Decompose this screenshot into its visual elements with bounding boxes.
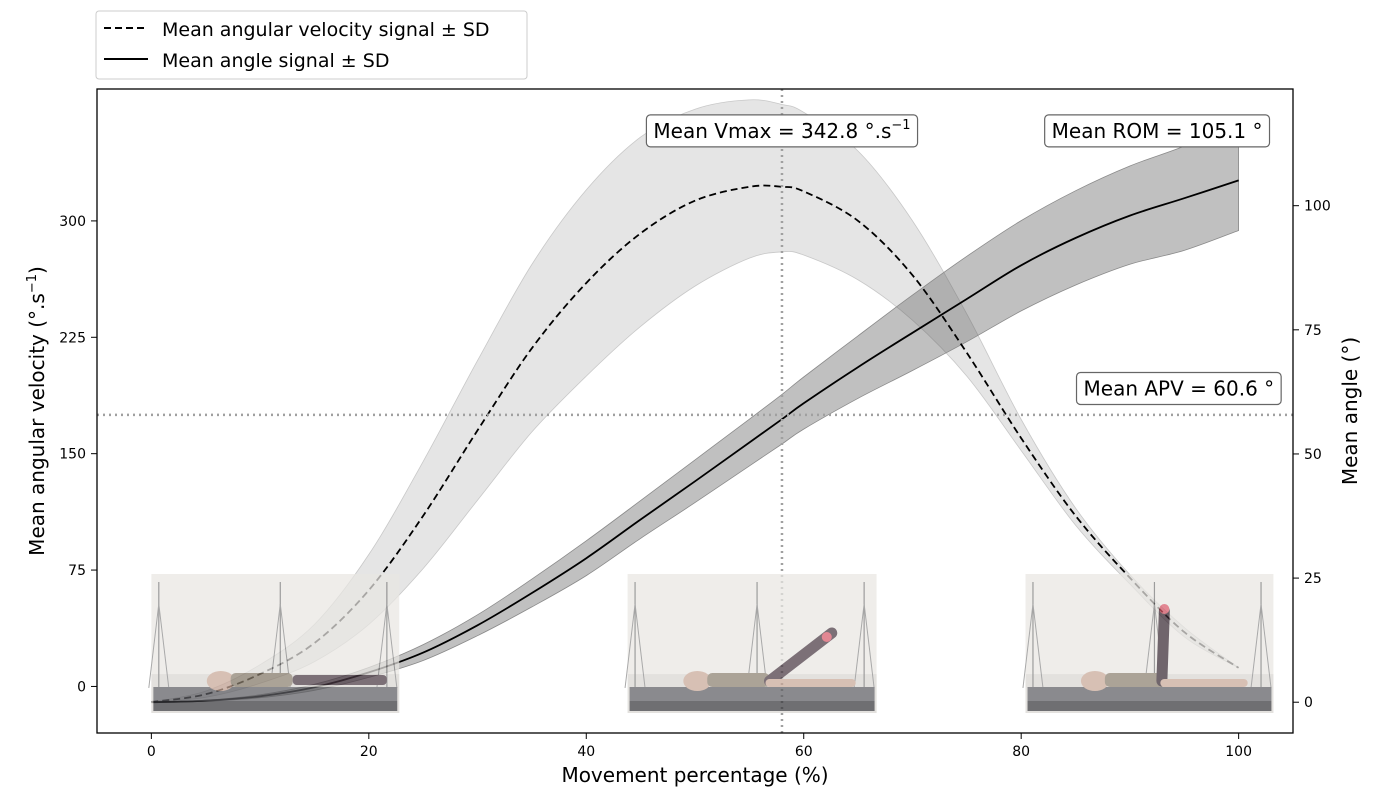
photo-table (1027, 687, 1272, 701)
inset-photos (148, 574, 1274, 713)
photo-stand-leg (148, 603, 160, 689)
photo-stand-leg (624, 603, 636, 689)
photo-stand-leg (1250, 603, 1262, 689)
photo-leg (1156, 605, 1170, 687)
photo-stand-leg (386, 603, 398, 689)
photo-stand-leg (1260, 603, 1272, 689)
annotation-text: Mean Vmax = 342.8 °.s−1 (653, 118, 910, 143)
legend-label-angle: Mean angle signal ± SD (162, 50, 389, 72)
photo-table-base (1027, 701, 1272, 711)
photo-marker (821, 632, 832, 642)
y-right-tick-label: 50 (1304, 447, 1322, 463)
annotation-1: Mean ROM = 105.1 ° (1044, 114, 1271, 148)
annotation-main-text: Mean Vmax = 342.8 °.s (653, 119, 891, 143)
y-axis-left-label: Mean angular velocity (°.s−1) (25, 266, 49, 556)
photo-table-base (629, 701, 875, 711)
photo-leg (764, 627, 838, 687)
x-tick-label: 20 (360, 744, 378, 760)
annotation-text: Mean ROM = 105.1 ° (1052, 119, 1263, 143)
y-left-tick-label: 225 (59, 330, 86, 346)
y-right-tick-label: 100 (1304, 199, 1331, 215)
legend-frame (95, 10, 528, 80)
photo-stand-leg (158, 603, 170, 689)
photo-leg (292, 675, 387, 685)
photo-stand-leg (376, 603, 388, 689)
y-right-tick-label: 25 (1304, 571, 1322, 587)
y-left-tick-label: 75 (68, 563, 86, 579)
annotation-0: Mean Vmax = 342.8 °.s−1 (645, 114, 919, 148)
x-axis-label: Movement percentage (%) (561, 763, 828, 787)
velocity-mean-line (151, 184, 1240, 703)
y-left-tick-label: 0 (77, 679, 86, 695)
photo-marker (1159, 604, 1170, 614)
photo-torso (230, 673, 293, 687)
y-right-tick-label: 0 (1304, 695, 1313, 711)
x-tick-label: 60 (795, 744, 813, 760)
legend-label-velocity: Mean angular velocity signal ± SD (162, 19, 490, 41)
photo-stand-leg (1022, 603, 1034, 689)
y-left-tick-label: 150 (59, 447, 86, 463)
y-left-tick-label: 300 (59, 214, 86, 230)
photo-torso (1104, 673, 1167, 687)
annotation-2: Mean APV = 60.6 ° (1075, 371, 1282, 406)
photo-stand-leg (863, 603, 875, 689)
photo-stand-leg (853, 603, 865, 689)
annotations: Mean Vmax = 342.8 °.s−1 Mean ROM = 105.1 … (645, 114, 1282, 406)
x-tick-label: 100 (1225, 744, 1252, 760)
plot-frame (96, 88, 1294, 734)
annotation-box (645, 114, 919, 148)
x-tick-label: 80 (1012, 744, 1030, 760)
annotation-main-text: Mean APV = 60.6 ° (1084, 376, 1275, 400)
x-tick-label: 0 (147, 744, 156, 760)
reference-lines (97, 89, 1293, 733)
y-right-tick-label: 75 (1304, 323, 1322, 339)
inset-photo-raised (1022, 574, 1274, 713)
annotation-box (1044, 114, 1271, 148)
photo-head (1080, 671, 1109, 691)
photo-stand-leg (634, 603, 646, 689)
annotation-text: Mean APV = 60.6 ° (1084, 376, 1275, 400)
x-tick-label: 40 (577, 744, 595, 760)
inset-photo-mid (624, 574, 877, 713)
photo-table-base (153, 701, 398, 711)
photo-torso (707, 673, 770, 687)
y-axis-right: 0 25 50 75 100 (1293, 199, 1331, 711)
photo-head (206, 671, 235, 691)
photo-table (153, 687, 398, 701)
inset-photo-flat (148, 574, 400, 713)
annotation-superscript: −1 (891, 118, 910, 133)
x-axis: 0 20 40 60 80 100 (147, 733, 1252, 760)
annotation-box (1075, 371, 1282, 406)
legend: Mean angular velocity signal ± SD Mean a… (95, 10, 528, 80)
plot-area: Mean Vmax = 342.8 °.s−1 Mean ROM = 105.1 … (96, 88, 1294, 734)
photo-table (629, 687, 875, 701)
photo-head (683, 671, 712, 691)
y-axis-left: 0 75 150 225 300 (59, 214, 97, 695)
y-axis-right-label: Mean angle (°) (1338, 337, 1362, 485)
annotation-main-text: Mean ROM = 105.1 ° (1052, 119, 1263, 143)
photo-stand-leg (1032, 603, 1044, 689)
